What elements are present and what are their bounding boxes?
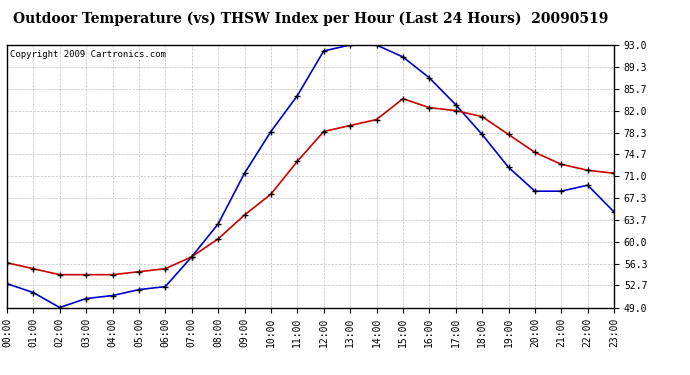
Text: Outdoor Temperature (vs) THSW Index per Hour (Last 24 Hours)  20090519: Outdoor Temperature (vs) THSW Index per … bbox=[13, 11, 608, 26]
Text: Copyright 2009 Cartronics.com: Copyright 2009 Cartronics.com bbox=[10, 50, 166, 59]
